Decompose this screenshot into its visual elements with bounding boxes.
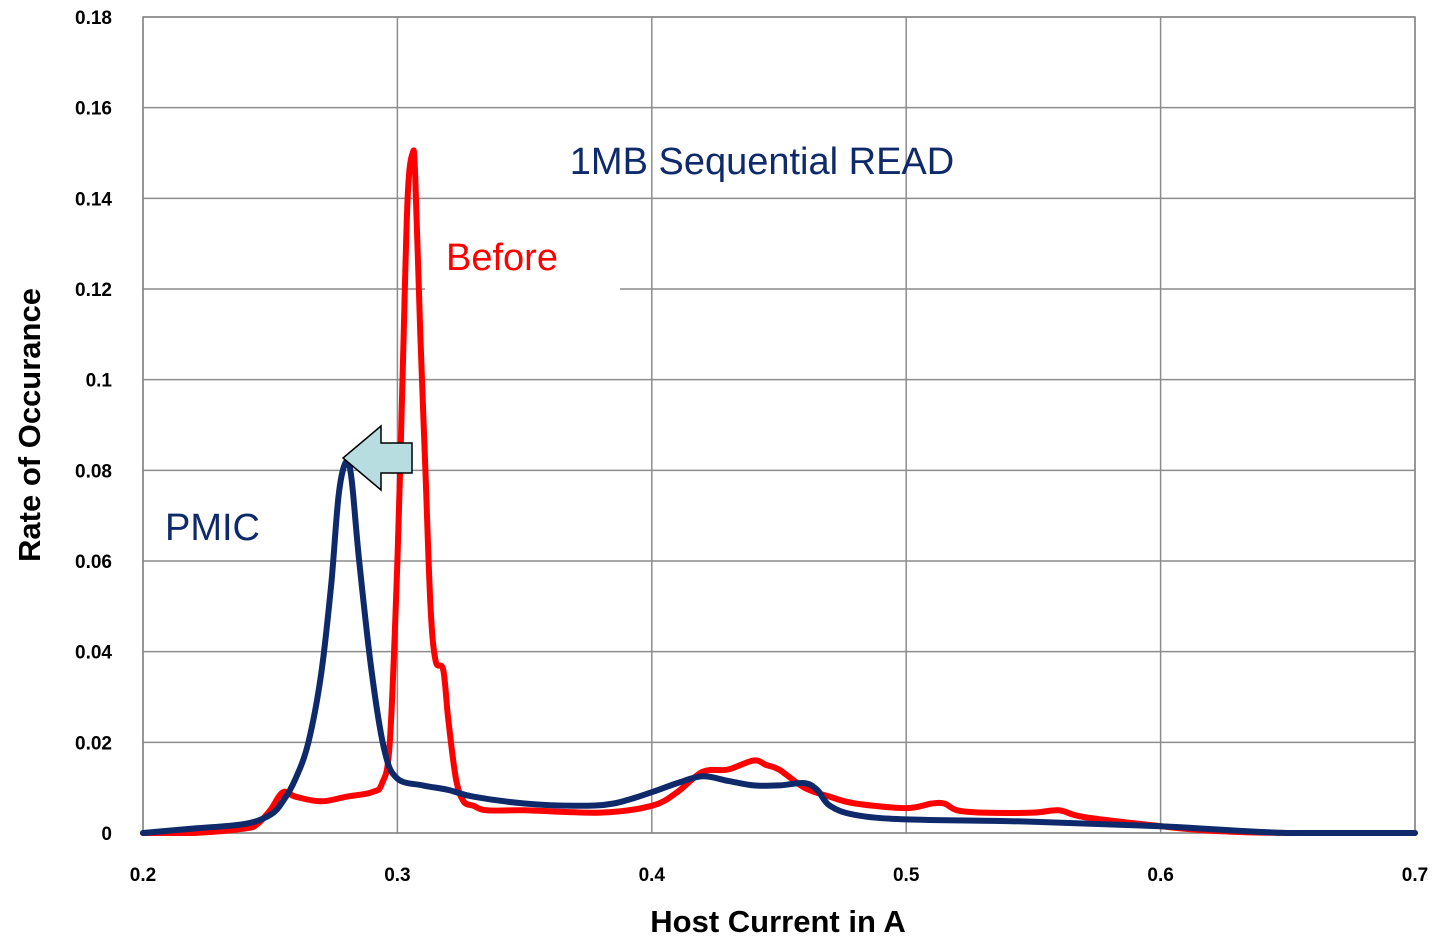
x-tick-label: 0.7: [1402, 865, 1428, 886]
y-tick-label: 0.16: [75, 99, 112, 120]
x-tick-label: 0.3: [384, 865, 410, 886]
left-arrow-icon: [341, 424, 413, 492]
series-line-navy: [140, 457, 1418, 837]
y-tick-label: 0.04: [75, 643, 112, 664]
y-tick-label: 0.12: [75, 280, 112, 301]
plot-area: [142, 16, 1416, 834]
y-tick-label: 0.18: [75, 8, 112, 29]
x-axis-title: Host Current in A: [650, 904, 905, 939]
x-tick-label: 0.4: [639, 865, 666, 886]
x-tick-label: 0.2: [130, 865, 156, 886]
annotation-before: Before: [446, 237, 558, 279]
annotation-title: 1MB Sequential READ: [570, 141, 954, 183]
x-tick-label: 0.6: [1147, 865, 1173, 886]
x-tick-labels: 0.2 0.3 0.4 0.5 0.6 0.7: [130, 865, 1428, 886]
grid: [142, 16, 1416, 834]
before-label-background: [425, 228, 620, 290]
annotation-pmic: PMIC: [165, 507, 260, 549]
y-tick-label: 0.08: [75, 461, 112, 482]
pmic-label-background: [145, 484, 295, 560]
x-tick-label: 0.5: [893, 865, 920, 886]
series-layer: [140, 147, 1418, 837]
y-tick-label: 0: [101, 824, 112, 845]
y-tick-label: 0.06: [75, 552, 112, 573]
y-tick-label: 0.02: [75, 733, 112, 754]
series-line-red: [140, 147, 1418, 837]
y-axis-title: Rate of Occurance: [12, 288, 47, 562]
y-tick-label: 0.1: [86, 371, 113, 392]
y-tick-label: 0.14: [75, 189, 112, 210]
y-tick-labels: 0 0.02 0.04 0.06 0.08 0.1 0.12 0.14 0.16 0.18: [75, 8, 112, 845]
